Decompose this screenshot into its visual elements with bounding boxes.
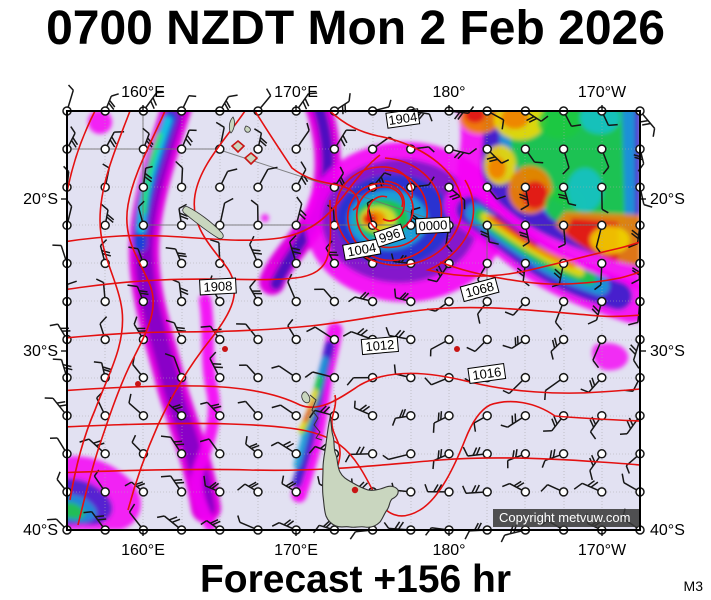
- svg-text:160°E: 160°E: [121, 84, 165, 101]
- svg-text:1908: 1908: [203, 278, 233, 294]
- svg-text:180°: 180°: [432, 84, 465, 101]
- svg-text:170°E: 170°E: [274, 84, 318, 101]
- svg-text:170°W: 170°W: [578, 542, 627, 559]
- svg-text:Copyright metvuw.com: Copyright metvuw.com: [499, 510, 631, 525]
- svg-text:180°: 180°: [432, 542, 465, 559]
- svg-text:20°S: 20°S: [650, 191, 685, 208]
- svg-text:1012: 1012: [365, 337, 395, 354]
- svg-text:20°S: 20°S: [23, 191, 58, 208]
- svg-text:0000: 0000: [418, 217, 448, 233]
- svg-text:170°E: 170°E: [274, 542, 318, 559]
- svg-text:40°S: 40°S: [23, 522, 58, 539]
- svg-text:40°S: 40°S: [650, 522, 685, 539]
- svg-text:30°S: 30°S: [23, 343, 58, 360]
- svg-text:30°S: 30°S: [650, 343, 685, 360]
- svg-text:170°W: 170°W: [578, 84, 627, 101]
- svg-text:160°E: 160°E: [121, 542, 165, 559]
